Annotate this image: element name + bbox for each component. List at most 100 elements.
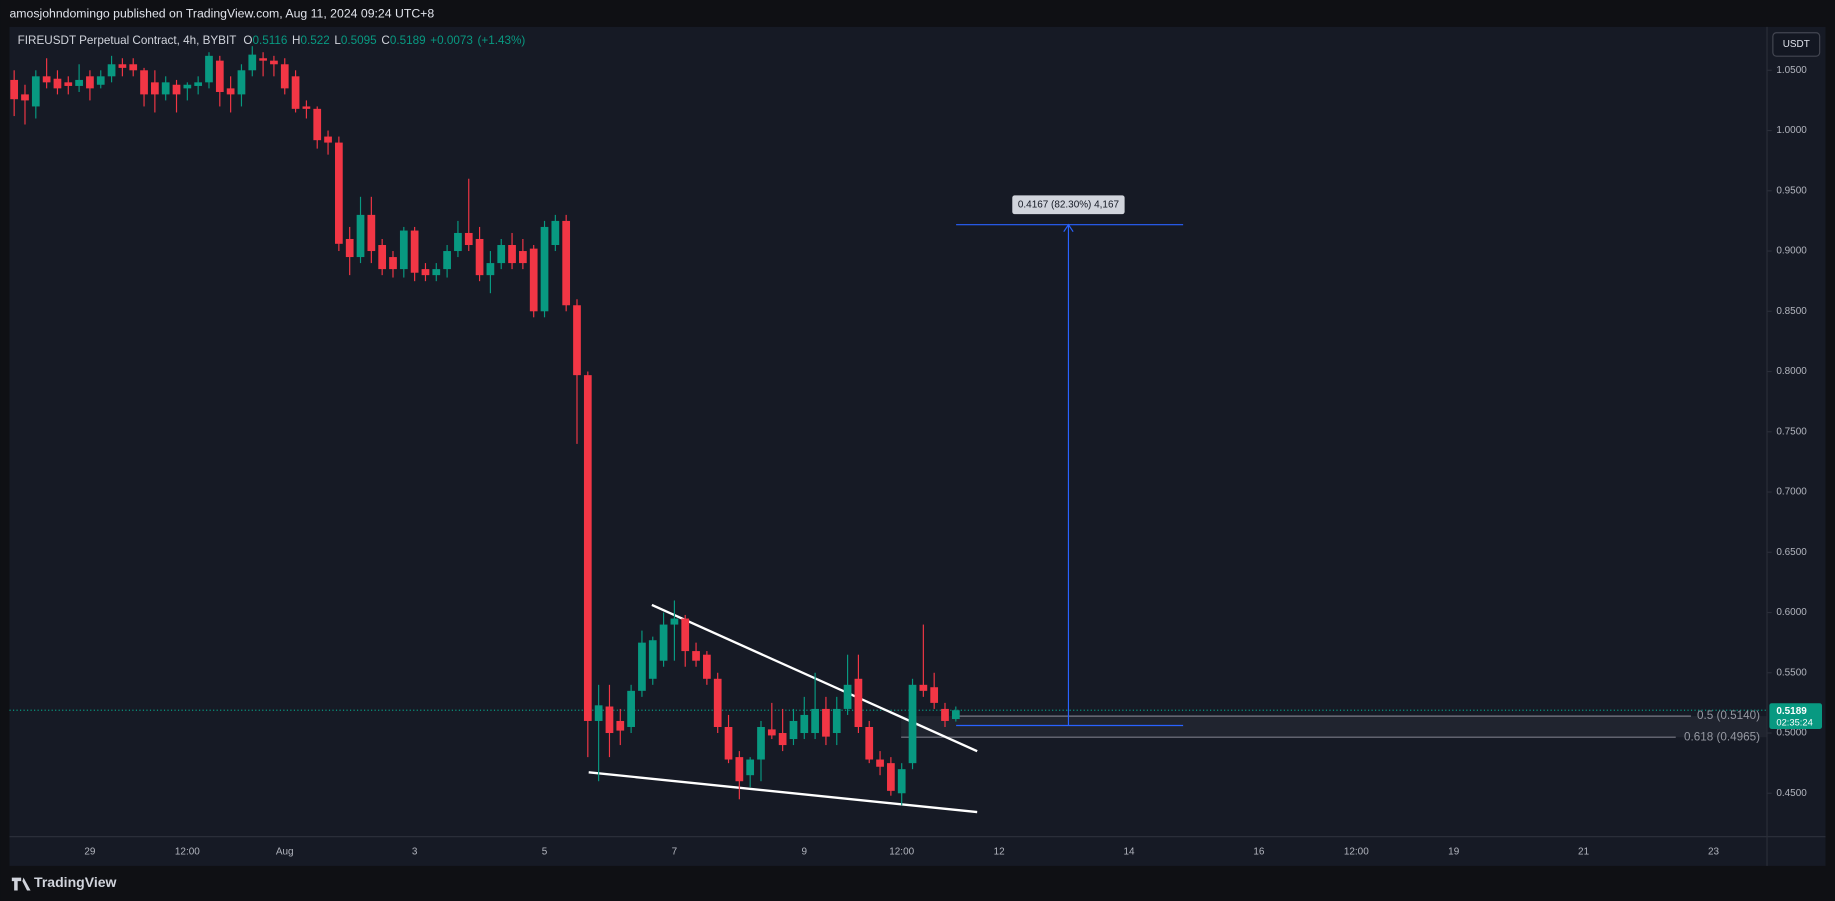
fib-label: 0.618 (0.4965) [1684, 730, 1760, 743]
y-tick-label: 0.9000 [1776, 246, 1807, 257]
currency-label[interactable]: USDT [1783, 39, 1810, 50]
ohlc-label: C [381, 34, 389, 47]
candle-body [854, 678, 863, 727]
candle-body [703, 654, 711, 679]
fib-label: 0.5 (0.5140) [1697, 709, 1760, 722]
candle-body [713, 678, 722, 727]
change-pct: (+1.43%) [478, 34, 526, 47]
y-tick-label: 0.4500 [1776, 788, 1807, 799]
candle-body [659, 624, 668, 661]
candle-body [670, 618, 679, 625]
x-tick-label: 14 [1123, 846, 1135, 857]
plot-area [9, 26, 1768, 837]
candle-body [107, 64, 116, 77]
candle-body [226, 88, 235, 95]
countdown: 02:35:24 [1776, 718, 1812, 728]
candle-body [843, 684, 852, 709]
ohlc-label: H [292, 34, 300, 47]
candle-body [551, 220, 560, 246]
candle-body [930, 687, 939, 703]
candle-body [183, 84, 192, 89]
candle-body [681, 618, 690, 652]
x-tick-label: 12 [994, 846, 1006, 857]
candle-body [746, 759, 755, 776]
candle-body [443, 251, 451, 270]
x-tick-label: 12:00 [889, 846, 914, 857]
candle-body [638, 642, 646, 691]
candle-body [86, 76, 94, 89]
fib-zone [901, 716, 1768, 738]
candle-body [118, 64, 127, 68]
candle-body [280, 64, 289, 89]
candle-body [789, 720, 798, 740]
candle-body [464, 232, 473, 246]
y-tick-label: 0.8500 [1776, 306, 1807, 317]
candle-body [583, 375, 592, 721]
x-tick-label: 16 [1253, 846, 1265, 857]
y-tick-label: 1.0500 [1776, 65, 1807, 76]
candle-body [31, 76, 40, 107]
publish-note: amosjohndomingo published on TradingView… [9, 6, 434, 20]
x-tick-label: 9 [802, 846, 808, 857]
y-tick-label: 0.6500 [1776, 547, 1807, 558]
candle-body [205, 55, 213, 83]
currency-button[interactable] [1772, 32, 1821, 57]
x-tick-label: 3 [412, 846, 418, 857]
candle-body [324, 136, 332, 143]
candle-body [96, 76, 105, 85]
candle-body [432, 269, 441, 276]
y-tick-label: 0.5000 [1776, 728, 1807, 739]
candle-body [335, 142, 343, 244]
candle-body [313, 108, 322, 141]
candle-body [140, 70, 148, 95]
candle-body [519, 251, 527, 264]
x-tick-label: 12:00 [1344, 846, 1369, 857]
candle-body [259, 58, 267, 61]
candle-body [237, 70, 246, 95]
candle-body [75, 79, 83, 86]
x-tick-label: 19 [1448, 846, 1460, 857]
candle-body [865, 726, 874, 760]
y-tick-label: 0.7000 [1776, 487, 1807, 498]
candle-body [172, 84, 181, 95]
candle-body [248, 54, 257, 71]
y-tick-label: 0.8000 [1776, 366, 1807, 377]
candle-body [291, 76, 300, 109]
ohlc-label: L [334, 34, 341, 47]
ohlc-value: 0.5189 [390, 34, 426, 47]
candles [10, 46, 960, 806]
candle-body [897, 769, 906, 794]
candle-body [692, 651, 700, 661]
candle-body [562, 220, 571, 306]
candle-body [735, 757, 744, 782]
x-tick-label: 21 [1578, 846, 1590, 857]
candle-body [378, 245, 387, 270]
candle-body [540, 226, 549, 312]
candle-body [389, 257, 397, 270]
ohlc-value: 0.522 [300, 34, 329, 47]
candle-body [876, 759, 884, 767]
candle-body [616, 720, 625, 731]
candle-body [53, 78, 62, 89]
candle-body [151, 82, 159, 95]
change: +0.0073 [430, 34, 473, 47]
y-tick-label: 0.5500 [1776, 667, 1807, 678]
x-tick-label: 12:00 [175, 846, 200, 857]
candle-body [767, 729, 776, 736]
logo [11, 877, 31, 891]
measure-box [1012, 195, 1125, 215]
candle-body [941, 708, 949, 721]
candle-body [194, 82, 203, 86]
candle-body [508, 245, 516, 264]
price-tag-label: 0.5189 [1776, 706, 1807, 717]
candle-body [64, 82, 73, 86]
candle-body [757, 726, 765, 760]
candle-body [410, 230, 419, 273]
legend: FIREUSDT Perpetual Contract, 4h, BYBIT O0… [18, 34, 526, 47]
candle-body [648, 640, 657, 679]
legend-title: FIREUSDT Perpetual Contract, 4h, BYBIT [18, 34, 237, 47]
x-tick-label: 23 [1708, 846, 1720, 857]
candle-body [529, 248, 538, 312]
